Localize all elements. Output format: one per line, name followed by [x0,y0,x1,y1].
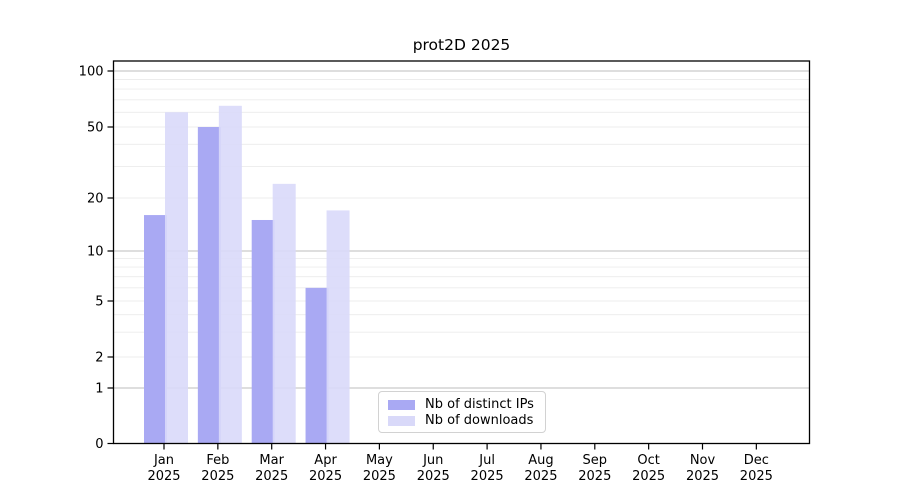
x-tick-label: Mar 2025 [255,453,288,484]
bar-distinct-ips-feb [197,127,221,444]
x-tick-label: Apr 2025 [309,453,342,484]
x-tick-label: Jun 2025 [417,453,450,484]
x-tick-label: Sep 2025 [578,453,611,484]
y-tick-label: 1 [95,382,103,397]
x-tick-label: Aug 2025 [524,453,557,484]
y-tick-label: 50 [87,121,104,136]
y-tick-label: 100 [79,65,104,80]
chart-legend: Nb of distinct IPs Nb of downloads [378,391,546,433]
legend-item-downloads: Nb of downloads [388,413,536,428]
bar-downloads-jan [165,112,188,444]
plot-frame [112,60,811,445]
x-tick-label: Nov 2025 [686,453,719,484]
bars [144,105,350,444]
x-tick-label: Feb 2025 [201,453,234,484]
legend-item-distinct-ips: Nb of distinct IPs [388,397,536,412]
y-tick-label: 20 [87,192,104,207]
y-tick-label: 0 [95,437,103,452]
chart-title: prot2D 2025 [412,36,511,54]
bar-downloads-mar [272,183,296,444]
x-tick-label: Oct 2025 [632,453,665,484]
x-tick-label: Jul 2025 [471,453,504,484]
bar-distinct-ips-jan [144,215,167,444]
bar-downloads-feb [218,105,242,444]
y-tick-label: 5 [95,295,103,310]
bar-distinct-ips-mar [251,219,275,444]
x-axis: Jan 2025 Feb 2025 Mar 2025 Apr 2025 May 2025 Jun 20… [147,443,773,484]
bar-downloads-apr [326,210,350,444]
x-tick-label: Dec 2025 [740,453,773,484]
y-tick-label: 10 [87,245,104,260]
y-axis: 0 1 2 5 10 20 50 100 [79,65,114,452]
legend-label-downloads: Nb of downloads [425,413,534,428]
x-tick-label: May 2025 [363,453,396,484]
y-tick-label: 2 [95,351,103,366]
legend-swatch-downloads-icon [388,415,415,426]
bar-distinct-ips-apr [305,287,329,444]
legend-label-distinct-ips: Nb of distinct IPs [425,397,534,412]
x-tick-label: Jan 2025 [147,453,180,484]
legend-swatch-distinct-ips-icon [388,399,415,410]
